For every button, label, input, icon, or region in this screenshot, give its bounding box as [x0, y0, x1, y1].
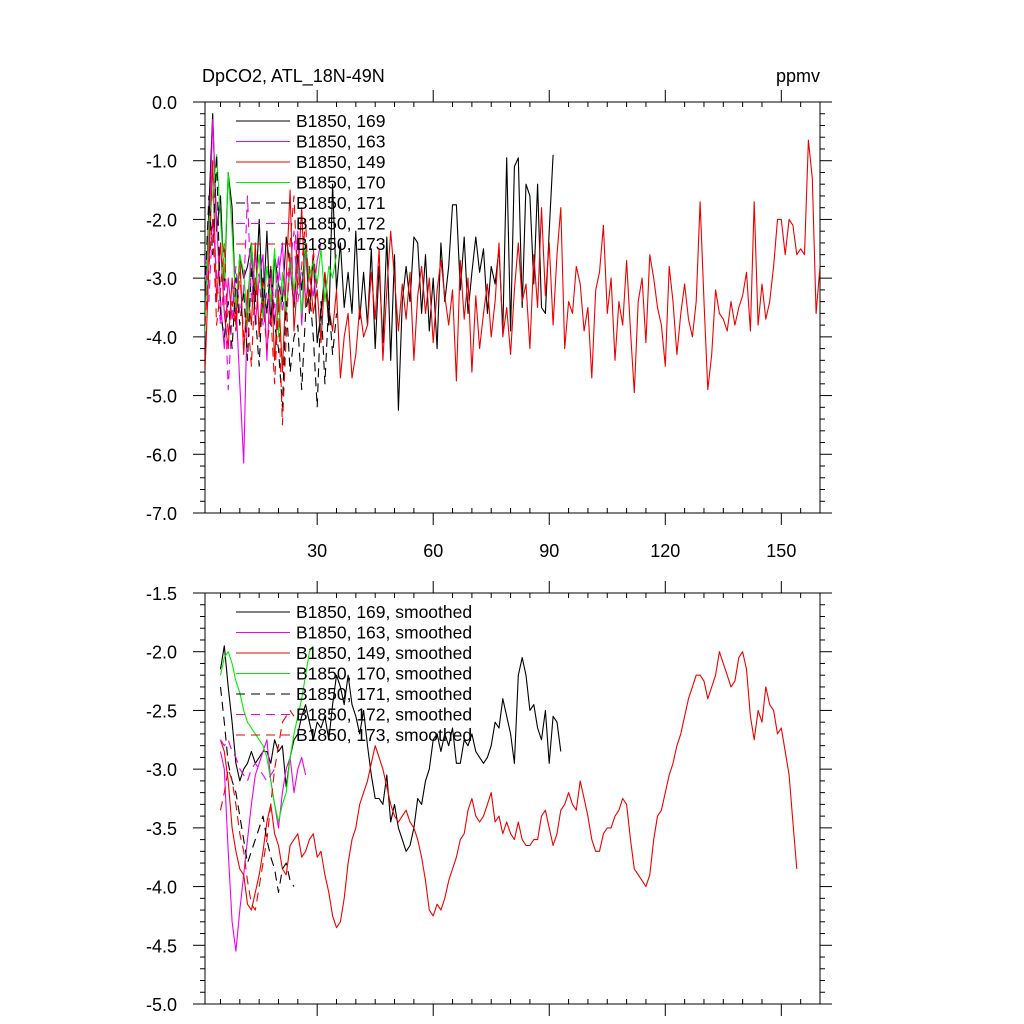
bottom-y-tick-label: -4.0 [146, 878, 177, 898]
bottom-y-tick-label: -2.0 [146, 643, 177, 663]
top-legend-label: B1850, 149 [296, 152, 386, 172]
top-y-tick-label: -5.0 [146, 387, 177, 407]
bottom-legend-label: B1850, 170, smoothed [296, 664, 472, 684]
top-legend-label: B1850, 173 [296, 234, 386, 254]
top-y-tick-label: -6.0 [146, 445, 177, 465]
top-legend-label: B1850, 170 [296, 173, 386, 193]
top-x-tick-label: 90 [539, 541, 559, 561]
top-panel: 30 60 90 120 150 0.0 -1.0 -2.0 -3.0 -4.0 -5.0 -6.0 -… [146, 66, 832, 561]
bottom-series-group [219, 645, 798, 952]
bottom-legend-label: B1850, 149, smoothed [296, 643, 472, 663]
top-series-line-7 [205, 195, 318, 426]
chart-title: DpCO2, ATL_18N-49N [202, 66, 385, 87]
top-y-tick-label: -2.0 [146, 210, 177, 230]
top-legend-label: B1850, 171 [296, 193, 386, 213]
bottom-y-tick-label: -3.0 [146, 760, 177, 780]
top-x-tick-label: 60 [423, 541, 443, 561]
top-legend-label: B1850, 172 [296, 214, 386, 234]
bottom-y-tick-label: -5.0 [146, 995, 177, 1015]
top-y-tick-label: 0.0 [152, 93, 177, 113]
top-series-line-3 [205, 139, 820, 394]
top-y-tick-label: -1.0 [146, 152, 177, 172]
top-x-tick-label: 30 [307, 541, 327, 561]
bottom-legend-label: B1850, 163, smoothed [296, 623, 472, 643]
bottom-legend-label: B1850, 172, smoothed [296, 705, 472, 725]
bottom-series-line-1 [219, 645, 562, 852]
top-series-line-2 [205, 119, 322, 464]
top-x-tick-label: 120 [650, 541, 680, 561]
top-x-tick-label: 150 [766, 541, 796, 561]
bottom-panel: -1.5 -2.0 -2.5 -3.0 -3.5 -4.0 -4.5 -5.0 B1850, 1… [146, 581, 832, 1016]
bottom-legend-label: B1850, 173, smoothed [296, 725, 472, 745]
bottom-series-line-6 [220, 739, 279, 782]
bottom-plot-frame [204, 592, 821, 1005]
top-legend-label: B1850, 169 [296, 111, 386, 131]
top-y-tick-label: -7.0 [146, 504, 177, 524]
bottom-y-tick-label: -4.5 [146, 936, 177, 956]
top-legend-label: B1850, 163 [296, 132, 386, 152]
bottom-series-line-4 [219, 645, 314, 823]
top-series-group [205, 113, 820, 464]
bottom-legend-label: B1850, 171, smoothed [296, 684, 472, 704]
bottom-y-tick-label: -1.5 [146, 584, 177, 604]
bottom-y-tick-label: -3.5 [146, 819, 177, 839]
bottom-series-line-2 [219, 739, 307, 952]
top-y-tick-label: -3.0 [146, 269, 177, 289]
bottom-series-line-7 [219, 709, 295, 911]
top-y-tick-label: -4.0 [146, 328, 177, 348]
bottom-series-line-5 [219, 686, 295, 893]
bottom-legend-label: B1850, 169, smoothed [296, 602, 472, 622]
unit-label: ppmv [776, 66, 820, 86]
bottom-y-tick-label: -2.5 [146, 701, 177, 721]
bottom-series-line-3 [219, 651, 798, 929]
